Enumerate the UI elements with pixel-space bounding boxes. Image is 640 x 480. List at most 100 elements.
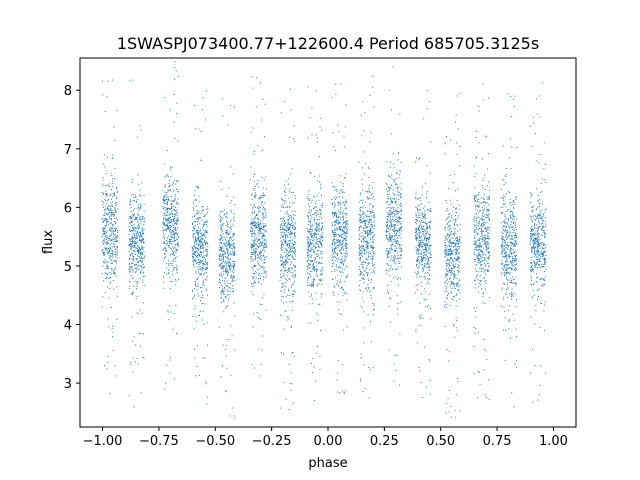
data-point (229, 263, 231, 265)
data-point (421, 264, 423, 266)
data-point (398, 211, 400, 213)
data-point (132, 293, 134, 295)
data-point (221, 275, 223, 277)
data-point (340, 271, 342, 273)
data-point (167, 208, 169, 210)
data-point (426, 260, 428, 262)
data-point (332, 291, 334, 293)
data-point (337, 274, 339, 276)
data-point (253, 232, 255, 234)
data-point (289, 223, 291, 225)
data-point (338, 202, 340, 204)
data-point (220, 256, 222, 257)
data-point (319, 228, 321, 230)
data-point (293, 251, 295, 253)
data-point (430, 245, 432, 247)
data-point (368, 280, 370, 282)
data-point (318, 246, 319, 248)
data-point (111, 229, 113, 231)
data-point (388, 270, 390, 272)
data-point (310, 283, 312, 285)
data-point (202, 223, 204, 225)
data-point (389, 210, 390, 212)
data-point (364, 224, 366, 226)
data-point (105, 243, 107, 245)
data-point (253, 282, 255, 283)
data-point (426, 243, 428, 245)
data-point (317, 218, 318, 220)
data-point (344, 244, 346, 246)
data-point (112, 349, 114, 351)
data-point (344, 268, 346, 270)
data-point (135, 200, 137, 202)
data-point (284, 223, 286, 224)
data-point (262, 98, 264, 100)
data-point (339, 249, 341, 251)
data-point (110, 273, 112, 275)
data-point (110, 205, 112, 207)
data-point (116, 286, 118, 288)
data-point (233, 252, 235, 254)
data-point (163, 163, 165, 165)
data-point (394, 194, 396, 196)
data-point (387, 255, 389, 257)
data-point (254, 227, 256, 229)
data-point (256, 226, 257, 228)
data-point (226, 231, 228, 233)
data-point (105, 247, 107, 249)
data-point (391, 236, 393, 238)
data-point (291, 251, 293, 252)
data-point (192, 260, 194, 262)
data-point (282, 242, 283, 243)
data-point (373, 269, 374, 271)
data-point (250, 258, 252, 259)
data-point (284, 261, 286, 263)
data-point (143, 229, 145, 231)
data-point (172, 246, 174, 248)
data-point (265, 239, 267, 241)
data-point (332, 231, 334, 232)
data-point (394, 257, 396, 259)
data-point (263, 228, 265, 230)
data-point (386, 226, 388, 228)
data-point (318, 175, 320, 177)
data-point (359, 246, 361, 248)
data-point (199, 201, 201, 203)
data-point (174, 227, 176, 229)
data-point (106, 195, 108, 197)
data-point (313, 266, 315, 268)
data-point (281, 243, 283, 245)
data-point (321, 239, 323, 241)
data-point (137, 174, 139, 176)
data-point (228, 233, 230, 235)
data-point (134, 219, 136, 221)
data-point (143, 266, 145, 268)
data-point (416, 253, 418, 255)
data-point (293, 125, 295, 127)
data-point (361, 199, 362, 201)
data-point (364, 254, 366, 256)
data-point (254, 254, 256, 256)
data-point (193, 328, 195, 330)
data-point (339, 250, 340, 252)
data-point (285, 239, 287, 241)
data-point (163, 207, 165, 209)
data-point (192, 253, 194, 255)
data-point (200, 241, 202, 243)
data-point (362, 246, 364, 248)
data-point (424, 346, 426, 348)
data-point (111, 224, 113, 226)
data-point (361, 251, 363, 253)
data-point (252, 223, 254, 225)
data-point (424, 265, 426, 267)
data-point (116, 188, 117, 190)
data-point (416, 249, 418, 251)
data-point (165, 247, 167, 249)
data-point (316, 226, 318, 228)
data-point (251, 239, 253, 241)
data-point (131, 221, 133, 223)
data-point (316, 239, 318, 241)
data-point (416, 223, 418, 225)
data-point (142, 333, 144, 335)
data-point (280, 300, 282, 302)
